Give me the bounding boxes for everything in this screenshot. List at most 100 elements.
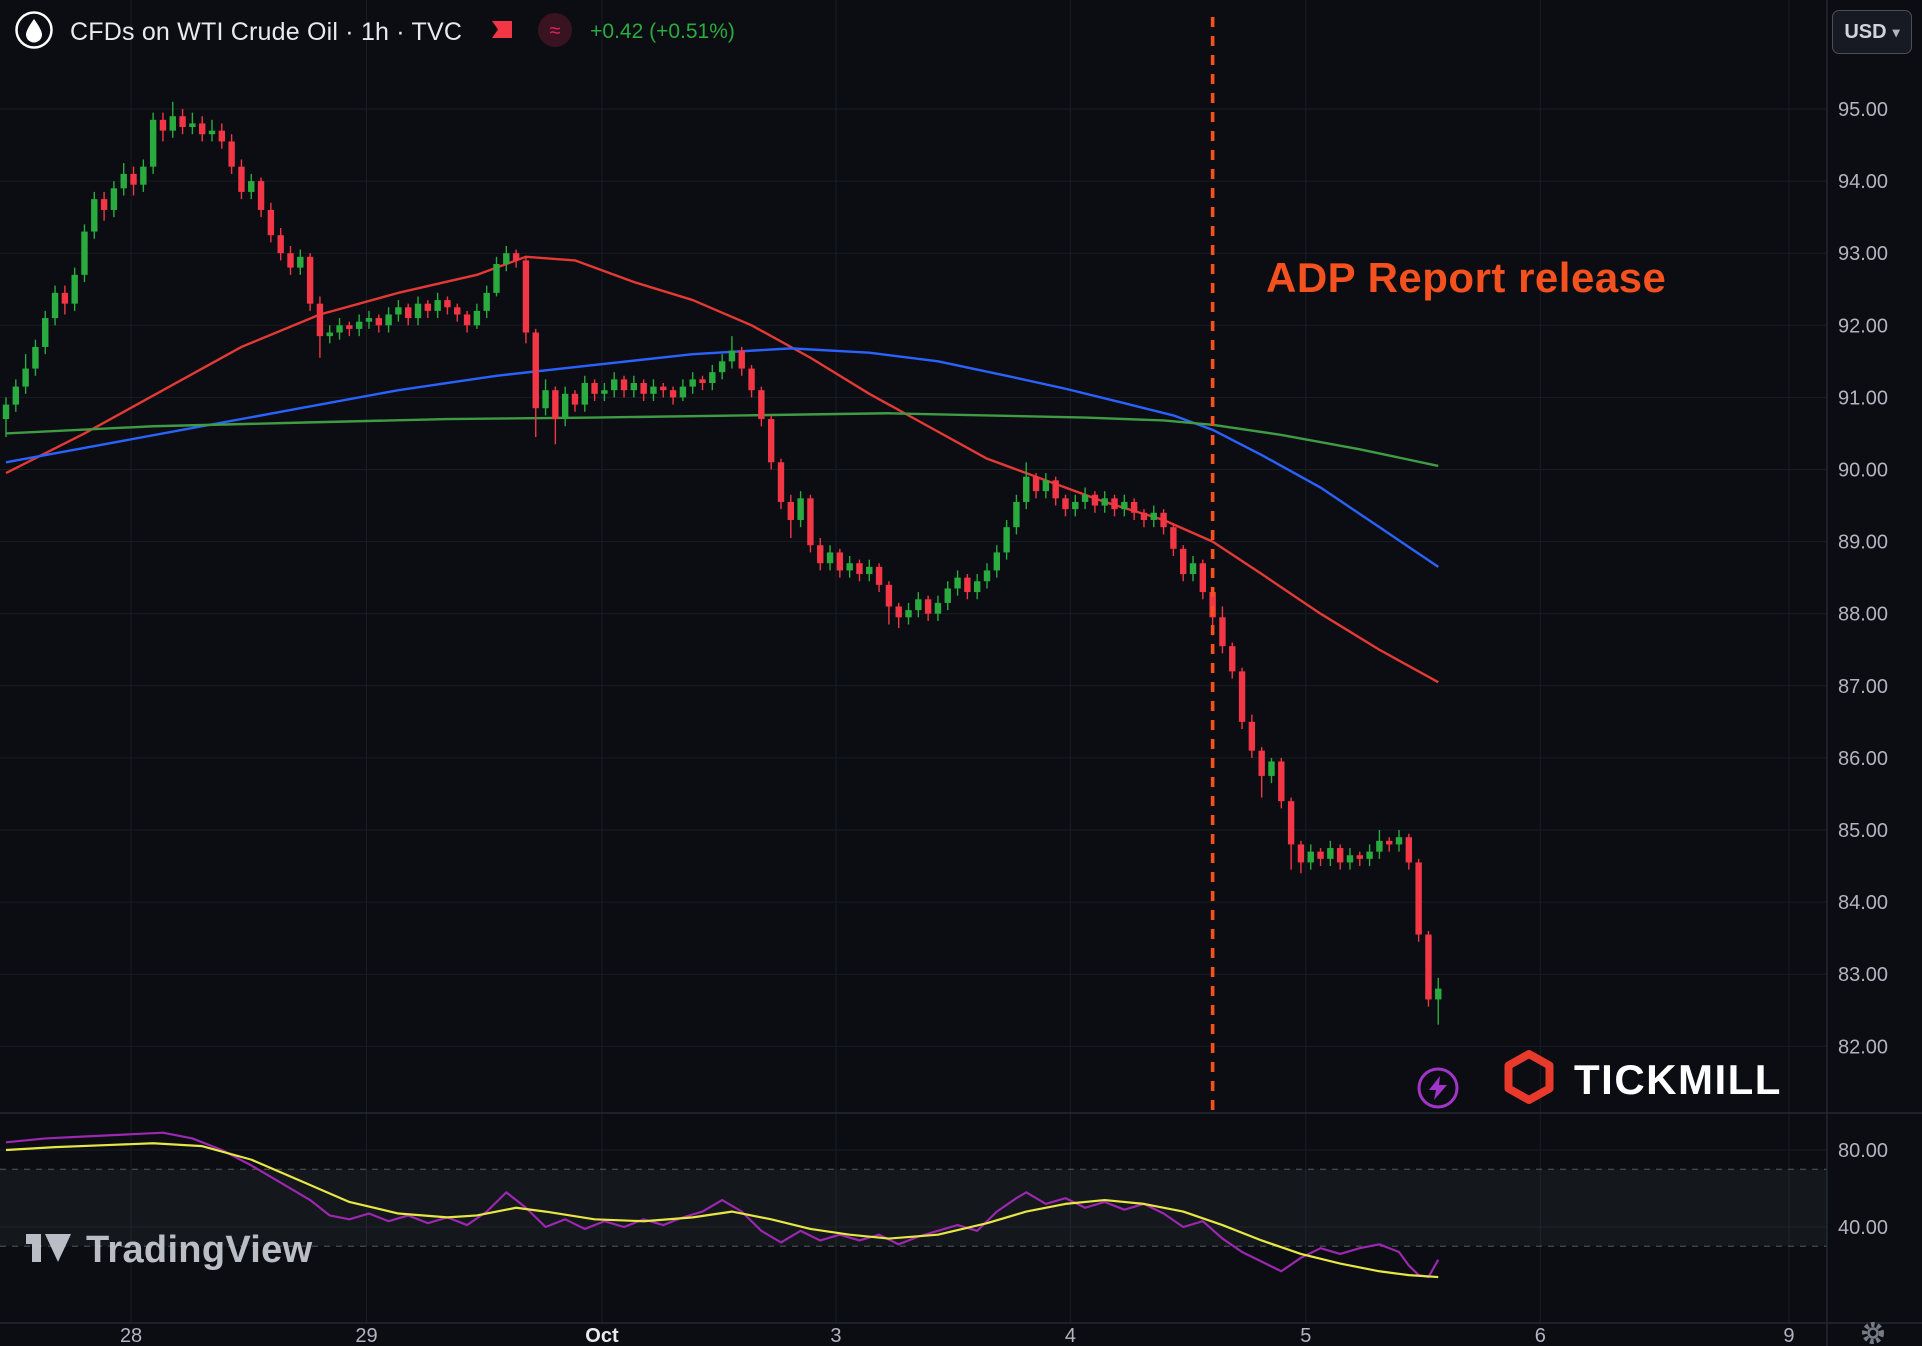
candle-body [1425, 934, 1432, 1000]
price-tick-label: 88.00 [1838, 604, 1888, 626]
candle-body [630, 382, 638, 391]
candle-body [915, 599, 922, 611]
candle-body [1317, 851, 1324, 859]
candle-body [1287, 801, 1295, 845]
candle-body [1081, 494, 1089, 502]
candle-body [306, 256, 314, 304]
candle-body [1062, 498, 1069, 510]
candle-body [1248, 721, 1256, 751]
time-tick-label: 6 [1535, 1325, 1546, 1346]
symbol-header: CFDs on WTI Crude Oil · 1h · TVC ≈ +0.42… [14, 10, 735, 54]
candle-body [248, 181, 255, 192]
time-tick-label: 3 [830, 1325, 841, 1346]
adp-annotation-text[interactable]: ADP Report release [1266, 254, 1667, 301]
tradingview-watermark: TradingView [24, 1226, 312, 1275]
candle-body [660, 386, 667, 391]
candle-body [1297, 844, 1305, 863]
time-axis[interactable] [0, 1323, 1827, 1346]
candle-body [238, 166, 245, 192]
candle-body [110, 188, 118, 210]
candle-body [1013, 501, 1020, 528]
grid-layer [0, 0, 1827, 1323]
candle-body [444, 300, 451, 308]
candle-body [454, 307, 461, 315]
price-axis[interactable] [1828, 0, 1922, 1323]
candle-body [885, 584, 893, 607]
candle-body [22, 368, 29, 387]
candle-body [120, 173, 127, 189]
candle-body [964, 577, 971, 593]
candle-body [1199, 563, 1207, 593]
gear-icon[interactable] [1858, 1318, 1888, 1346]
time-tick-label: 4 [1065, 1325, 1076, 1346]
candle-body [1435, 988, 1442, 1000]
candle-body [1405, 837, 1413, 863]
candle-body [512, 253, 520, 261]
candle-body [718, 361, 726, 373]
candle-body [571, 393, 579, 405]
candle-body [130, 173, 137, 185]
candle-body [91, 199, 98, 232]
price-tick-label: 83.00 [1838, 964, 1888, 986]
candle-body [503, 253, 510, 265]
candle-body [611, 379, 618, 391]
price-tick-label: 85.00 [1838, 820, 1888, 842]
price-tick-label: 89.00 [1838, 532, 1888, 554]
candle-body [1258, 750, 1265, 776]
candle-body [650, 386, 657, 394]
candle-body [365, 318, 373, 322]
price-tick-label: 93.00 [1838, 243, 1888, 265]
candle-body [797, 498, 804, 520]
time-tick-label: 5 [1300, 1325, 1311, 1346]
candle-body [1072, 501, 1079, 510]
candle-body [1140, 512, 1148, 520]
candle-body [905, 610, 912, 618]
candle-body [414, 303, 422, 319]
candle-body [12, 386, 20, 405]
price-tick-label: 90.00 [1838, 460, 1888, 482]
candle-body [679, 386, 687, 398]
candle-body [875, 566, 883, 585]
candle-body [1042, 480, 1050, 492]
candle-body [316, 303, 324, 337]
candle-body [218, 130, 226, 142]
candle-body [1238, 671, 1246, 722]
candle-body [983, 570, 991, 582]
candle-body [1229, 646, 1236, 672]
candle-body [767, 419, 775, 463]
candle-body [140, 166, 147, 185]
candle-body [1023, 476, 1030, 502]
candle-body [777, 462, 785, 502]
candle-body [1209, 592, 1216, 618]
candle-body [179, 116, 186, 128]
candle-body [1386, 840, 1393, 845]
candle-body [1121, 501, 1128, 510]
approx-badge-icon: ≈ [536, 11, 574, 54]
lightning-badge-icon [1416, 1066, 1460, 1110]
candle-body [1003, 527, 1010, 553]
candle-body [228, 141, 235, 167]
osc-purple [5, 1131, 1440, 1279]
candle-body [326, 332, 333, 337]
price-tick-label: 92.00 [1838, 315, 1888, 337]
ma-red [5, 255, 1439, 684]
candle-body [1130, 501, 1138, 513]
candle-body [405, 307, 412, 319]
candle-body [1307, 851, 1314, 863]
candle-body [669, 390, 677, 398]
tradingview-wordmark: TradingView [86, 1229, 313, 1271]
candle-body [954, 577, 961, 589]
alert-flag-icon[interactable] [486, 17, 514, 48]
ma-blue [5, 347, 1439, 568]
candle-body [640, 382, 647, 394]
candle-body [1111, 498, 1118, 510]
candle-body [169, 116, 176, 131]
candle-body [561, 393, 569, 420]
candle-body [385, 314, 392, 326]
symbol-title[interactable]: CFDs on WTI Crude Oil · 1h · TVC [70, 17, 463, 46]
currency-dropdown-button[interactable]: USD ▾ [1832, 10, 1912, 54]
candle-body [944, 588, 951, 603]
